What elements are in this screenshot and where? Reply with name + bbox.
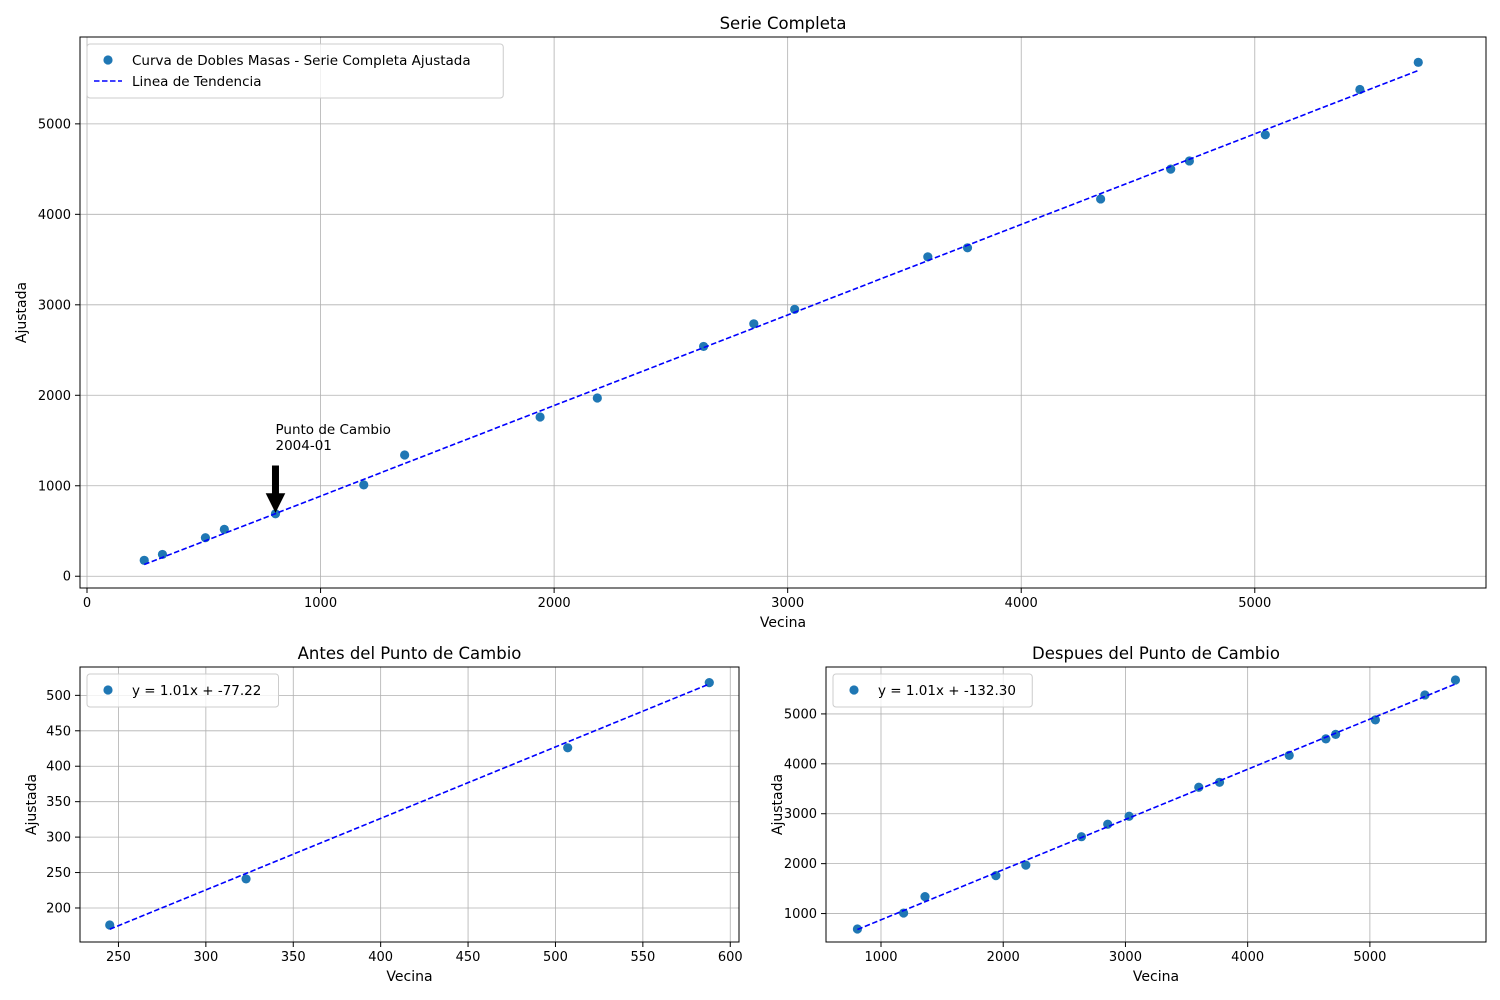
y-tick-label: 200 <box>46 901 71 916</box>
data-point <box>1331 729 1341 739</box>
x-tick-label: 1000 <box>864 950 897 965</box>
chart-panel-3: 1000 2000 3000 4000 5000 1000 2000 3000 4000 5000… <box>770 644 1487 985</box>
x-tick-label: 600 <box>718 950 743 965</box>
x-tick-label: 5000 <box>1353 950 1386 965</box>
y-tick-label: 350 <box>46 795 71 810</box>
data-point <box>1370 715 1380 725</box>
y-axis-label: Ajustada <box>14 282 30 343</box>
y-tick-label: 450 <box>46 724 71 739</box>
x-axis-label: Vecina <box>1133 969 1179 985</box>
x-tick-label: 2000 <box>987 950 1020 965</box>
x-tick-label: 3000 <box>1109 950 1142 965</box>
data-point <box>157 549 168 560</box>
data-point <box>1321 734 1331 744</box>
legend: Curva de Dobles Masas - Serie Completa A… <box>86 43 504 99</box>
data-point <box>920 891 930 902</box>
y-tick-label: 5000 <box>784 707 817 722</box>
trend-line <box>109 683 710 930</box>
x-tick-label: 550 <box>630 950 655 965</box>
trend-line <box>857 683 1456 931</box>
chart-panel-1: 0 1000 2000 3000 4000 5000 0 1000 2000 3000 4000 50… <box>14 14 1487 631</box>
data-point <box>749 319 759 329</box>
x-tick-label: 3000 <box>771 596 804 611</box>
legend-box <box>832 673 1033 708</box>
y-tick-label: 3000 <box>38 298 71 313</box>
data-point <box>359 480 369 490</box>
data-point <box>592 393 602 403</box>
legend-box <box>86 43 504 99</box>
annotation-arrow <box>265 465 286 513</box>
legend-box <box>86 673 279 708</box>
legend-marker-swatch <box>103 55 113 65</box>
legend-marker-swatch <box>103 685 113 695</box>
legend-entry: y = 1.01x + -132.30 <box>878 683 1016 699</box>
x-axis-label: Vecina <box>386 969 432 985</box>
y-tick-label: 4000 <box>38 208 71 223</box>
data-point <box>400 450 410 460</box>
legend-entry: y = 1.01x + -77.22 <box>132 683 261 699</box>
data-point <box>1021 860 1031 870</box>
data-point <box>241 874 251 884</box>
x-tick-label: 350 <box>281 950 306 965</box>
data-point <box>1096 194 1106 204</box>
y-axis-label: Ajustada <box>24 774 40 835</box>
x-tick-label: 400 <box>368 950 393 965</box>
legend: y = 1.01x + -132.30 <box>832 673 1033 708</box>
y-tick-label: 300 <box>46 831 71 846</box>
chart-title: Antes del Punto de Cambio <box>298 644 522 663</box>
legend-marker-swatch <box>849 685 859 695</box>
chart-panel-2: 250 300 350 400 450 500 550 600 200 250 300 350 400 4… <box>24 644 743 985</box>
chart-title: Despues del Punto de Cambio <box>1032 644 1280 663</box>
y-axis-label: Ajustada <box>770 774 786 835</box>
trend-line <box>143 69 1419 566</box>
legend-entry: Curva de Dobles Masas - Serie Completa A… <box>132 53 471 69</box>
y-tick-label: 5000 <box>38 117 71 132</box>
x-tick-label: 250 <box>106 950 131 965</box>
x-tick-label: 300 <box>193 950 218 965</box>
y-tick-label: 4000 <box>784 757 817 772</box>
y-tick-label: 3000 <box>784 807 817 822</box>
data-point <box>1194 782 1204 792</box>
x-tick-label: 0 <box>83 596 91 611</box>
x-tick-label: 450 <box>456 950 481 965</box>
x-tick-label: 2000 <box>538 596 571 611</box>
data-point <box>563 743 573 753</box>
x-tick-label: 5000 <box>1238 596 1271 611</box>
y-tick-label: 1000 <box>38 479 71 494</box>
data-point <box>1260 130 1270 140</box>
x-tick-label: 4000 <box>1231 950 1264 965</box>
data-point <box>105 920 115 930</box>
data-point <box>991 871 1001 881</box>
data-point <box>899 908 909 918</box>
x-axis-label: Vecina <box>760 615 806 631</box>
data-point <box>1413 57 1423 67</box>
axes-frame <box>825 666 1487 943</box>
y-tick-label: 0 <box>63 570 71 585</box>
data-point <box>535 412 545 422</box>
y-tick-label: 500 <box>46 689 71 704</box>
annotation-label: 2004-01 <box>275 438 331 454</box>
y-tick-label: 2000 <box>784 857 817 872</box>
y-tick-label: 2000 <box>38 389 71 404</box>
legend: y = 1.01x + -77.22 <box>86 673 279 708</box>
data-point <box>1450 675 1461 685</box>
data-point <box>139 555 149 565</box>
x-tick-label: 500 <box>543 950 568 965</box>
y-tick-label: 400 <box>46 760 71 775</box>
annotation-label: Punto de Cambio <box>275 422 390 438</box>
x-tick-label: 4000 <box>1005 596 1038 611</box>
chart-title: Serie Completa <box>720 14 847 33</box>
legend-entry: Linea de Tendencia <box>132 74 262 90</box>
y-tick-label: 1000 <box>784 907 817 922</box>
axes-frame <box>79 666 740 943</box>
x-tick-label: 1000 <box>304 596 337 611</box>
y-tick-label: 250 <box>46 866 71 881</box>
axes-frame <box>79 36 1487 589</box>
